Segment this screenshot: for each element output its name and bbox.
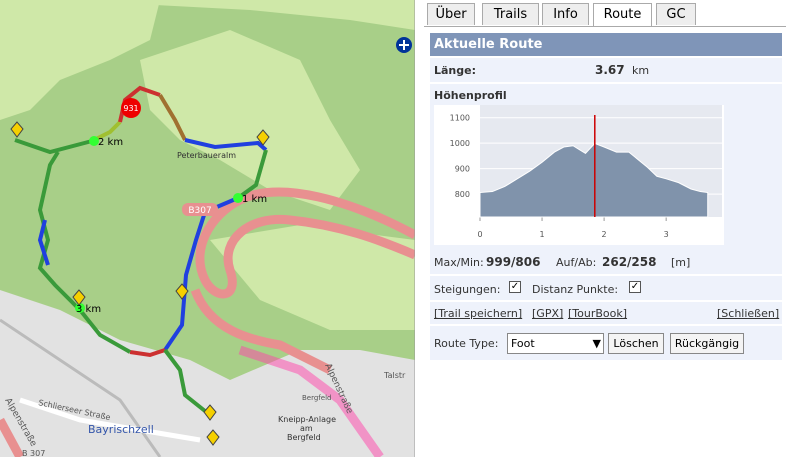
map-label: 931 <box>123 104 138 113</box>
tab[interactable]: Info <box>542 3 589 25</box>
road <box>19 397 201 443</box>
km-marker[interactable] <box>233 193 243 203</box>
main-road <box>0 417 24 457</box>
y-tick-label: 1000 <box>450 139 470 148</box>
checkbox-row: Steigungen: ✓ Distanz Punkte: ✓ <box>430 276 782 300</box>
route-segment <box>14 138 93 155</box>
length-row: Länge: 3.67 km <box>430 58 782 82</box>
map[interactable]: 2 km 1 km 3 km 931 Peterbaueralm B307 Ba… <box>0 0 415 457</box>
x-tick-label: 0 <box>477 230 482 239</box>
y-tick-label: 800 <box>455 190 470 199</box>
meadow <box>0 0 160 120</box>
route-segment <box>236 149 268 200</box>
checkbox[interactable]: ✓ <box>509 281 521 293</box>
select-arrow: ▼ <box>592 337 601 350</box>
meadow <box>60 0 415 30</box>
route-type-select[interactable]: Foot ▼ <box>507 333 604 354</box>
route-segment <box>78 308 131 354</box>
stats-label: Max/Min: <box>434 256 484 269</box>
route-type-value: Foot <box>511 337 535 350</box>
tab[interactable]: Über <box>427 3 475 25</box>
button[interactable]: Löschen <box>608 333 664 354</box>
stats-label: Auf/Ab: <box>556 256 597 269</box>
route-segment <box>158 93 187 141</box>
map-label: 1 km <box>242 194 267 205</box>
road-shield <box>182 203 218 216</box>
checkbox-label: Steigungen: <box>434 283 501 296</box>
town <box>0 290 415 457</box>
meadow <box>210 225 415 330</box>
route-segment <box>184 138 268 152</box>
route-type-label: Route Type: <box>434 337 499 350</box>
panel-header: Aktuelle Route <box>430 33 782 56</box>
tab[interactable]: Trails <box>482 3 539 25</box>
elevation-chart: 800 900 1000 1100 0 1 2 3 <box>434 105 724 245</box>
main-road <box>238 345 384 457</box>
stats-value: 262/258 <box>602 255 657 269</box>
checkbox[interactable]: ✓ <box>629 281 641 293</box>
tab[interactable]: Route <box>593 3 652 27</box>
map-label: Kneipp-Anlage <box>278 415 336 424</box>
map-label: Bergfeld <box>302 394 331 402</box>
map-label: Bergfeld <box>287 433 321 442</box>
stats-value: 999/806 <box>486 255 541 269</box>
tab-border <box>424 26 786 27</box>
map-label: 2 km <box>98 137 123 148</box>
length-value: 3.67 <box>595 63 625 77</box>
elevation-area <box>479 142 709 218</box>
map-label: Bayrischzell <box>88 423 154 436</box>
tab[interactable]: GC <box>656 3 696 25</box>
link[interactable]: [TourBook] <box>568 307 628 320</box>
length-unit: km <box>632 64 650 77</box>
map-label: am <box>300 424 313 433</box>
x-tick-label: 1 <box>540 230 545 239</box>
route-segment <box>37 150 82 312</box>
y-tick-label: 1100 <box>450 114 470 123</box>
main-road <box>190 288 333 375</box>
map-label: B307 <box>188 206 211 216</box>
profile-label: Höhenprofil <box>434 89 507 102</box>
map-label: 3 km <box>76 304 101 315</box>
map-label: B 307 <box>22 449 45 457</box>
route-type-row: Route Type: Foot ▼ Löschen Rückgängig <box>430 326 782 360</box>
peak-marker[interactable] <box>121 98 141 118</box>
map-label: Peterbaueralm <box>177 151 236 160</box>
panel-title: Aktuelle Route <box>434 37 543 52</box>
checkbox-label: Distanz Punkte: <box>532 283 619 296</box>
pois[interactable] <box>10 121 270 446</box>
km-marker[interactable] <box>89 136 99 146</box>
route-segment <box>163 348 212 417</box>
y-tick-label: 900 <box>455 165 470 174</box>
route-segment <box>37 219 50 266</box>
link[interactable]: [Trail speichern] <box>434 307 523 320</box>
length-label: Länge: <box>434 64 476 77</box>
map-label: Talstr <box>383 371 406 380</box>
stats-unit: [m] <box>671 256 691 269</box>
link[interactable]: [Schließen] <box>717 307 780 320</box>
route-segment <box>129 348 166 358</box>
km-marker[interactable] <box>75 303 85 313</box>
x-tick-label: 3 <box>664 230 669 239</box>
links-row: [Trail speichern] [GPX] [TourBook] [Schl… <box>430 302 782 324</box>
link[interactable]: [GPX] <box>532 307 564 320</box>
button[interactable]: Rückgängig <box>670 333 744 354</box>
main-road <box>195 187 415 299</box>
zoom-in-icon <box>399 40 409 50</box>
x-tick-label: 2 <box>602 230 607 239</box>
meadow <box>140 30 360 210</box>
